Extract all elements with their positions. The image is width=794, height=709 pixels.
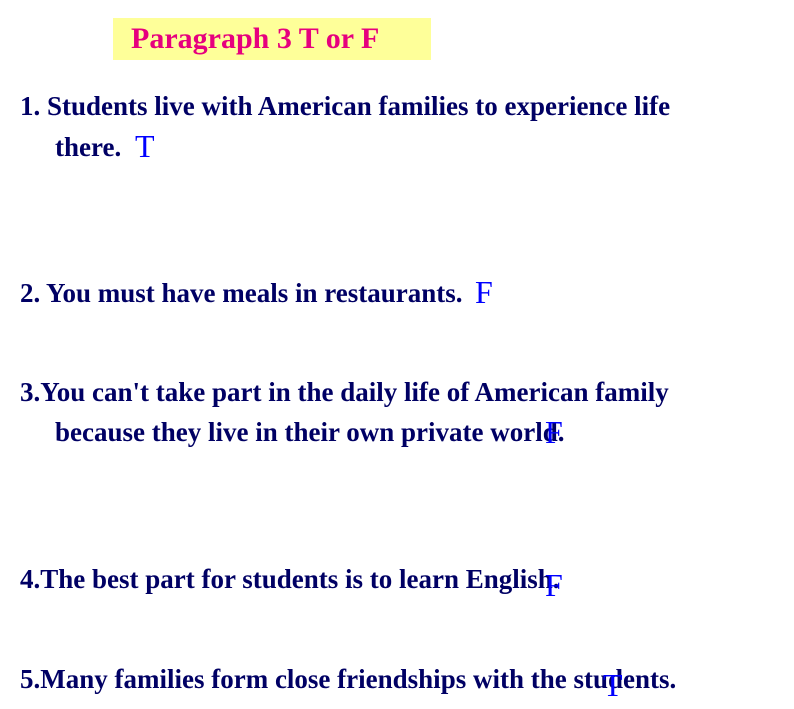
answer-5: T [603,661,623,709]
question-5: 5.Many families form close friendships w… [20,659,770,700]
answer-4: F [545,561,563,609]
title-container: Paragraph 3 T or F [113,18,431,60]
question-3-text-line2: because they live in their own private w… [55,417,564,447]
answer-2: F [475,268,493,316]
question-3-text-line1: You can't take part in the daily life of… [40,377,668,407]
question-list: 1. Students live with American families … [20,86,770,420]
question-2: 2. You must have meals in restaurants. F [20,273,770,314]
question-5-text-line1: Many families form close friendships wit… [40,664,676,694]
question-3-number: 3. [20,377,40,407]
question-3: 3.You can't take part in the daily life … [20,372,770,453]
answer-1: T [135,122,155,170]
question-2-number: 2. [20,278,40,308]
question-1-text-line1: Students live with American families to … [47,91,670,121]
question-4: 4.The best part for students is to learn… [20,559,770,600]
question-1: 1. Students live with American families … [20,86,770,167]
question-4-number: 4. [20,564,40,594]
slide-title: Paragraph 3 T or F [131,22,379,56]
question-5-number: 5. [20,664,40,694]
question-1-text-line2: there. [55,132,121,162]
question-1-number: 1. [20,91,40,121]
answer-3: F [545,408,563,456]
question-4-text-line1: The best part for students is to learn E… [40,564,559,594]
question-2-text-line1: You must have meals in restaurants. [46,278,463,308]
